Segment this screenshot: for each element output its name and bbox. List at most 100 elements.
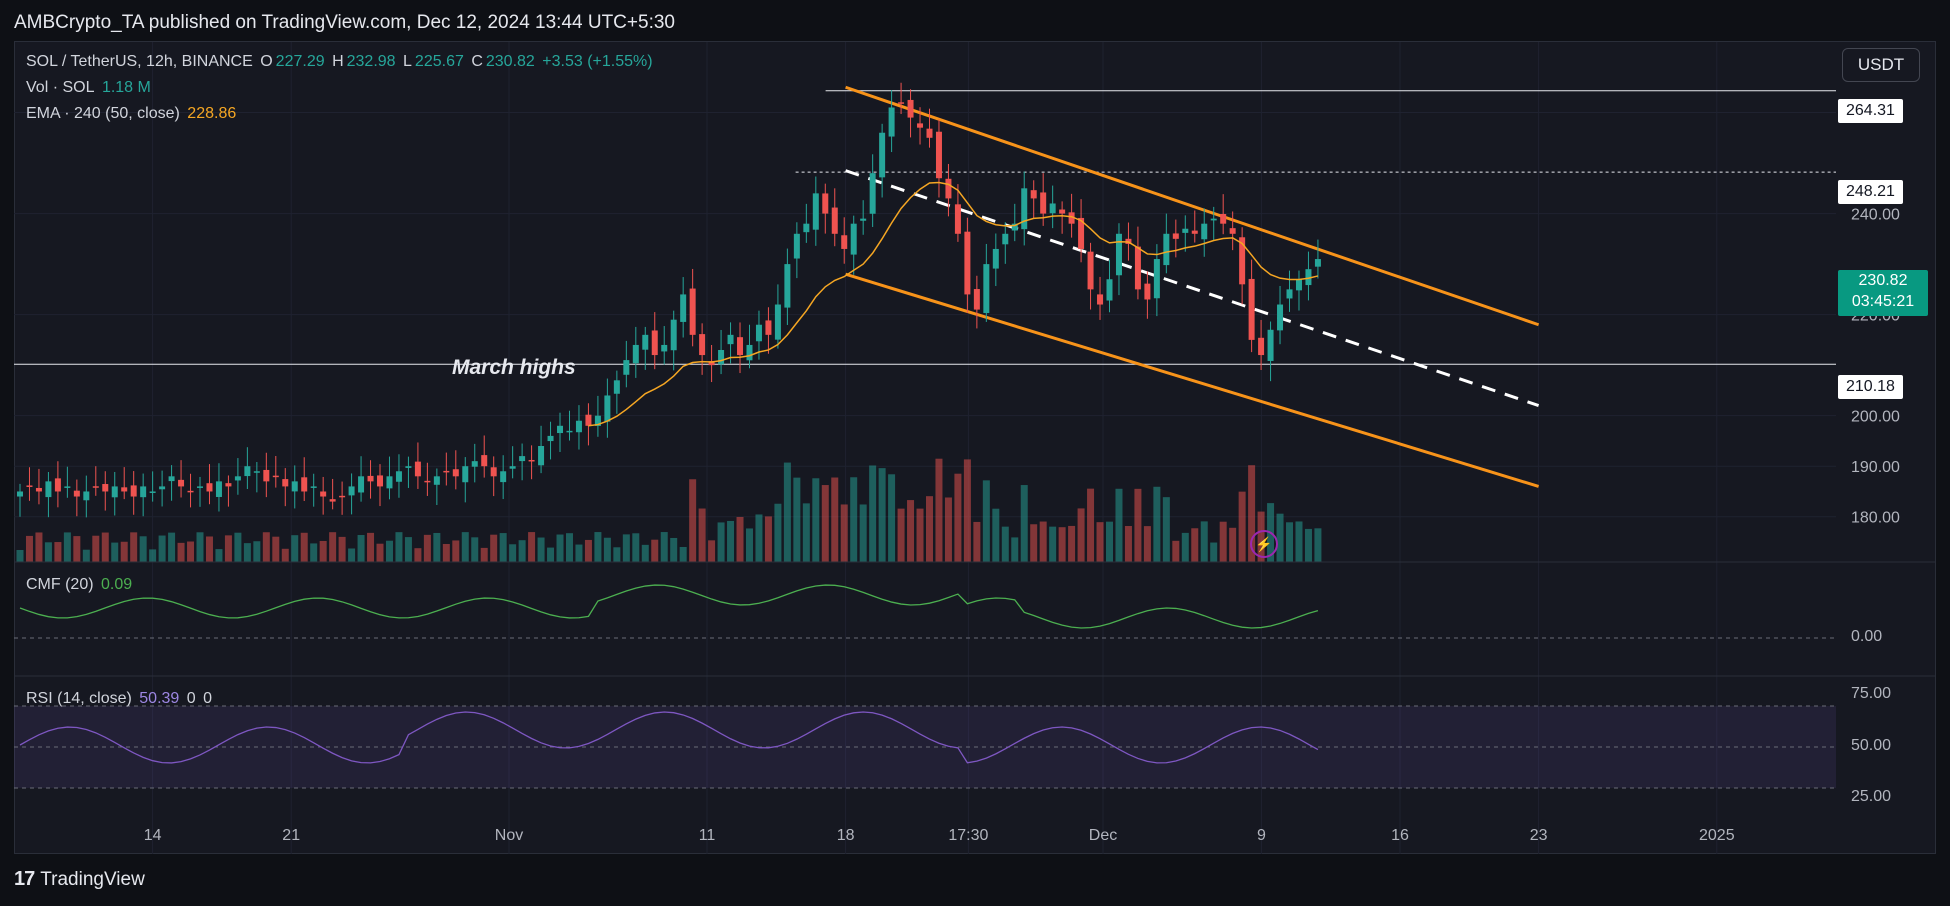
tradingview-brand[interactable]: 17 TradingView [14,868,145,891]
volume-bar [689,479,697,562]
candle-body [1267,329,1274,361]
volume-bar [1020,485,1028,562]
volume-bar [632,533,640,562]
legend-high: 232.98 [346,53,396,70]
candle-body [1115,233,1122,276]
candle-body [1210,218,1217,221]
candle-body [1106,279,1113,301]
candle-body [291,481,298,492]
volume-bar [120,541,128,562]
candle-body [386,476,393,489]
cmf-axis-zero: 0.00 [1851,628,1883,645]
volume-bar [584,539,592,562]
volume-bar [641,544,649,562]
volume-bar [1200,521,1208,562]
volume-bar [367,532,375,562]
publish-info: AMBCrypto_TA published on TradingView.co… [14,12,675,33]
x-tick-label: 17:30 [948,827,988,844]
volume-bar [1124,526,1132,562]
candle-body [45,481,52,498]
volume-bar [1314,528,1322,562]
candle-body [1314,259,1321,267]
volume-bar [471,537,479,562]
volume-bar [907,500,915,562]
candle-body [26,485,33,487]
candle-body [367,475,374,482]
volume-bar [859,504,867,562]
volume-bar [1096,522,1104,562]
candle-body [358,476,365,493]
annotation-march-highs: March highs [452,356,576,379]
candle-body [424,480,431,483]
rsi-axis-75: 75.00 [1851,685,1892,702]
candle-body [452,469,459,477]
candle-body [566,430,573,433]
candle-body [898,102,905,104]
candle-body [888,107,895,137]
volume-bar [774,503,782,562]
volume-bar [357,535,365,562]
legend-volume: Vol · SOL 1.18 M [26,79,154,97]
candle-body [1191,230,1198,234]
candle-body [1049,203,1056,214]
volume-bar [16,550,24,562]
candle-body [850,223,857,255]
candle-body [812,193,819,230]
volume-bar [717,522,725,562]
legend-l-label: L [403,53,412,70]
candle-body [547,435,554,442]
candle-body [1144,283,1151,300]
x-tick-label: Nov [495,827,523,844]
volume-bar [149,549,157,562]
volume-bars [16,458,1322,562]
candle-body [130,485,137,497]
candle-body [377,475,384,487]
candle-body [1277,304,1284,331]
legend-h-label: H [332,53,344,70]
candle-body [339,495,346,498]
candle-body [519,456,526,462]
candle-body [1078,217,1085,249]
candle-body [1030,190,1037,199]
candle-body [575,420,582,433]
legend-ema-label: EMA · 240 (50, close) [26,105,180,122]
candle-body [737,337,744,356]
last-price-tag: 230.82 03:45:21 [1838,270,1928,316]
volume-bar [385,540,393,562]
volume-bar [54,542,62,562]
candle-body [784,264,791,308]
candle-body [35,487,42,492]
candle-body [244,466,251,477]
candle-body [1097,294,1104,305]
currency-button[interactable]: USDT [1842,48,1920,82]
candle-body [557,425,564,434]
candle-body [1220,213,1227,224]
candle-body [490,467,497,477]
x-tick-label: 11 [699,827,716,844]
volume-bar [291,535,299,562]
candle-body [263,469,270,482]
candle-body [462,466,469,483]
candle-body [907,99,914,118]
lightning-icon[interactable]: ⚡ [1250,530,1278,558]
volume-bar [1087,488,1095,562]
price-tag-248: 248.21 [1838,180,1903,204]
volume-bar [973,521,981,562]
volume-bar [25,535,33,562]
volume-bar [613,547,621,562]
candle-body [310,486,317,488]
volume-bar [1304,528,1312,562]
volume-bar [1049,526,1057,562]
candle-body [168,476,175,482]
volume-bar [1011,537,1019,562]
legend-low: 225.67 [414,53,464,70]
volume-bar [442,543,450,562]
volume-bar [101,532,109,562]
volume-bar [603,537,611,562]
volume-bar [35,532,43,562]
legend-c-label: C [471,53,483,70]
legend-close: 230.82 [485,53,535,70]
volume-bar [44,542,52,562]
candle-body [699,334,706,356]
